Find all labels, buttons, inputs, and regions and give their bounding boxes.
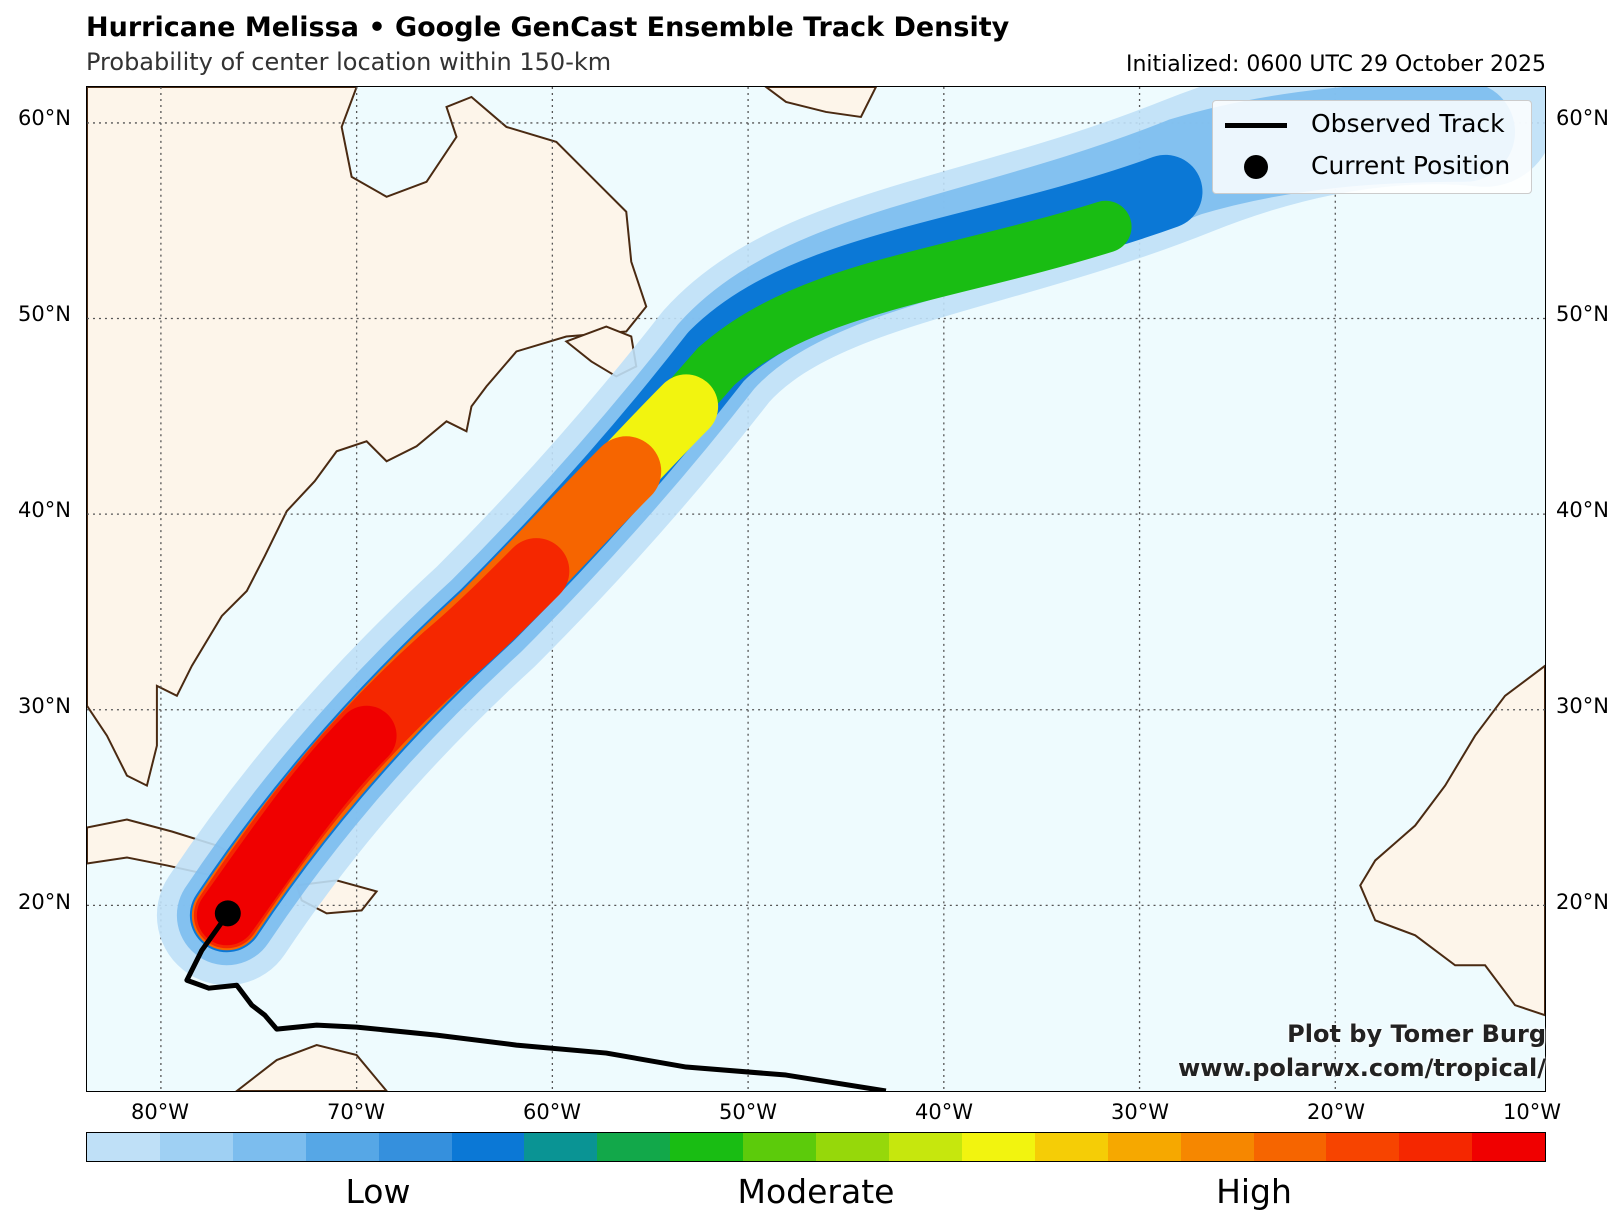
legend-current: Current Position xyxy=(1225,151,1510,180)
lat-label-right-40: 40°N xyxy=(1556,498,1609,522)
chart-title: Hurricane Melissa • Google GenCast Ensem… xyxy=(86,12,1010,43)
legend-observed-label: Observed Track xyxy=(1311,109,1505,138)
land-africa xyxy=(1359,664,1545,1017)
observed-track-line xyxy=(184,913,887,1091)
legend-current-label: Current Position xyxy=(1311,151,1511,180)
colorbar-swatch-17 xyxy=(1326,1133,1400,1161)
lat-label-right-30: 30°N xyxy=(1556,694,1609,718)
colorbar-swatch-3 xyxy=(305,1133,379,1161)
chart-subtitle: Probability of center location within 15… xyxy=(86,48,612,76)
current-position-marker xyxy=(214,900,241,927)
map-legend: Observed Track Current Position xyxy=(1212,100,1532,194)
observed-track-swatch xyxy=(1225,122,1287,128)
colorbar-swatch-13 xyxy=(1034,1133,1108,1161)
colorbar-label-low: Low xyxy=(345,1172,411,1211)
lon-label-20w: 20°W xyxy=(1307,1100,1365,1124)
colorbar xyxy=(86,1132,1546,1162)
colorbar-swatch-1 xyxy=(159,1133,233,1161)
credit-author: Plot by Tomer Burg xyxy=(1287,1020,1546,1048)
lat-label-right-60: 60°N xyxy=(1556,106,1609,130)
colorbar-swatch-14 xyxy=(1107,1133,1181,1161)
colorbar-swatch-11 xyxy=(888,1133,962,1161)
colorbar-swatch-6 xyxy=(524,1133,598,1161)
lat-label-left-50: 50°N xyxy=(18,302,71,326)
lat-label-right-20: 20°N xyxy=(1556,890,1609,914)
lat-label-left-40: 40°N xyxy=(18,498,71,522)
lon-label-30w: 30°W xyxy=(1111,1100,1169,1124)
colorbar-swatch-12 xyxy=(961,1133,1035,1161)
colorbar-swatch-4 xyxy=(378,1133,452,1161)
land-north-america xyxy=(87,87,648,788)
colorbar-swatch-15 xyxy=(1180,1133,1254,1161)
colorbar-label-high: High xyxy=(1216,1172,1292,1211)
colorbar-swatch-5 xyxy=(451,1133,525,1161)
colorbar-swatch-8 xyxy=(670,1133,744,1161)
colorbar-swatch-18 xyxy=(1399,1133,1473,1161)
initialized-time: Initialized: 0600 UTC 29 October 2025 xyxy=(1125,52,1546,77)
colorbar-swatch-19 xyxy=(1472,1133,1546,1161)
lat-label-left-20: 20°N xyxy=(18,890,71,914)
legend-observed: Observed Track xyxy=(1225,109,1505,138)
colorbar-swatch-9 xyxy=(743,1133,817,1161)
credit-url: www.polarwx.com/tropical/ xyxy=(1178,1054,1546,1082)
lon-label-60w: 60°W xyxy=(523,1100,581,1124)
land-labrador-patch xyxy=(764,87,878,119)
colorbar-swatch-10 xyxy=(816,1133,889,1161)
lon-label-80w: 80°W xyxy=(131,1100,189,1124)
current-position-swatch xyxy=(1244,155,1268,179)
colorbar-swatch-16 xyxy=(1253,1133,1327,1161)
colorbar-label-moderate: Moderate xyxy=(737,1172,895,1211)
lon-label-10w: 10°W xyxy=(1503,1100,1561,1124)
lon-label-70w: 70°W xyxy=(327,1100,385,1124)
lon-label-50w: 50°W xyxy=(719,1100,777,1124)
lat-label-left-60: 60°N xyxy=(18,106,71,130)
lon-label-40w: 40°W xyxy=(915,1100,973,1124)
lat-label-left-30: 30°N xyxy=(18,694,71,718)
colorbar-swatch-0 xyxy=(87,1133,160,1161)
colorbar-swatch-2 xyxy=(232,1133,306,1161)
map-panel xyxy=(86,86,1546,1092)
colorbar-swatch-7 xyxy=(597,1133,671,1161)
land-south-america xyxy=(235,1044,388,1091)
lat-label-right-50: 50°N xyxy=(1556,302,1609,326)
